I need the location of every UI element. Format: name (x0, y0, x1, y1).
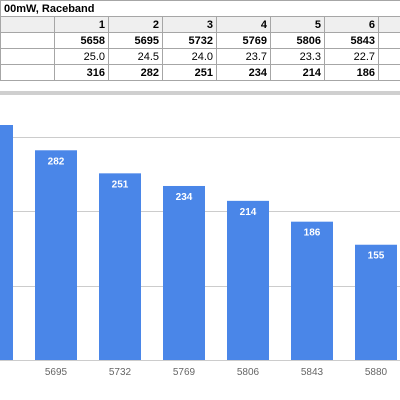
bar-5658[interactable] (0, 125, 13, 361)
bar-5880[interactable] (355, 244, 397, 360)
table-cell[interactable] (377, 64, 400, 81)
table-cell[interactable]: 22.7 (324, 48, 379, 65)
table-cell[interactable]: 25.0 (54, 48, 109, 65)
table-cell[interactable] (0, 32, 55, 49)
table-cell[interactable]: 24.0 (162, 48, 217, 65)
table-cell[interactable]: 5695 (108, 32, 163, 49)
data-label: 251 (112, 179, 129, 190)
header-cell[interactable] (0, 16, 55, 33)
data-label: 155 (368, 251, 385, 262)
table-cell[interactable]: 5732 (162, 32, 217, 49)
header-cell[interactable]: 5 (270, 16, 325, 33)
table-cell[interactable]: 23.3 (270, 48, 325, 65)
table-cell[interactable]: 5843 (324, 32, 379, 49)
table-title[interactable]: 00mW, Raceband (0, 0, 400, 17)
table-cell[interactable]: 214 (270, 64, 325, 81)
data-labels: 282 251 234 214 186 155 (48, 156, 385, 261)
bar-5843[interactable] (291, 221, 333, 360)
header-cell[interactable]: 6 (324, 16, 379, 33)
x-tick-labels: 5695 5732 5769 5806 5843 5880 (45, 367, 388, 378)
bar-5769[interactable] (163, 185, 205, 360)
table-cell[interactable]: 251 (162, 64, 217, 81)
table-row: 316 282 251 234 214 186 (0, 64, 400, 81)
bars (0, 125, 397, 361)
table-cell[interactable]: 23.7 (216, 48, 271, 65)
table-cell[interactable]: 316 (54, 64, 109, 81)
data-label: 282 (48, 156, 65, 167)
x-tick-label: 5732 (109, 367, 132, 378)
header-cell[interactable]: 3 (162, 16, 217, 33)
x-tick-label: 5806 (237, 367, 260, 378)
header-cell[interactable]: 2 (108, 16, 163, 33)
table-row: 25.0 24.5 24.0 23.7 23.3 22.7 (0, 48, 400, 65)
bar-5695[interactable] (35, 150, 77, 360)
table-cell[interactable] (377, 48, 400, 65)
header-cell[interactable]: 4 (216, 16, 271, 33)
sheet-chart-divider (0, 91, 400, 95)
table-cell[interactable]: 24.5 (108, 48, 163, 65)
table-cell[interactable] (377, 32, 400, 49)
bar-5806[interactable] (227, 200, 269, 360)
table-row: 5658 5695 5732 5769 5806 5843 (0, 32, 400, 49)
data-label: 234 (176, 192, 193, 203)
data-label: 214 (240, 207, 257, 218)
data-label: 186 (304, 228, 321, 239)
table-cell[interactable] (0, 64, 55, 81)
table-cell[interactable] (0, 48, 55, 65)
x-tick-label: 5880 (365, 367, 388, 378)
table-cell[interactable]: 5769 (216, 32, 271, 49)
data-table: 00mW, Raceband 1 2 3 4 5 6 5658 5695 573… (0, 0, 400, 81)
header-row: 1 2 3 4 5 6 (0, 16, 400, 33)
x-tick-label: 5769 (173, 367, 196, 378)
table-cell[interactable]: 282 (108, 64, 163, 81)
header-cell[interactable] (377, 16, 400, 33)
bar-5732[interactable] (99, 173, 141, 360)
table-cell[interactable]: 234 (216, 64, 271, 81)
header-cell[interactable]: 1 (54, 16, 109, 33)
table-cell[interactable]: 5806 (270, 32, 325, 49)
x-tick-label: 5843 (301, 367, 324, 378)
table-cell[interactable]: 5658 (54, 32, 109, 49)
x-tick-label: 5695 (45, 367, 68, 378)
table-cell[interactable]: 186 (324, 64, 379, 81)
